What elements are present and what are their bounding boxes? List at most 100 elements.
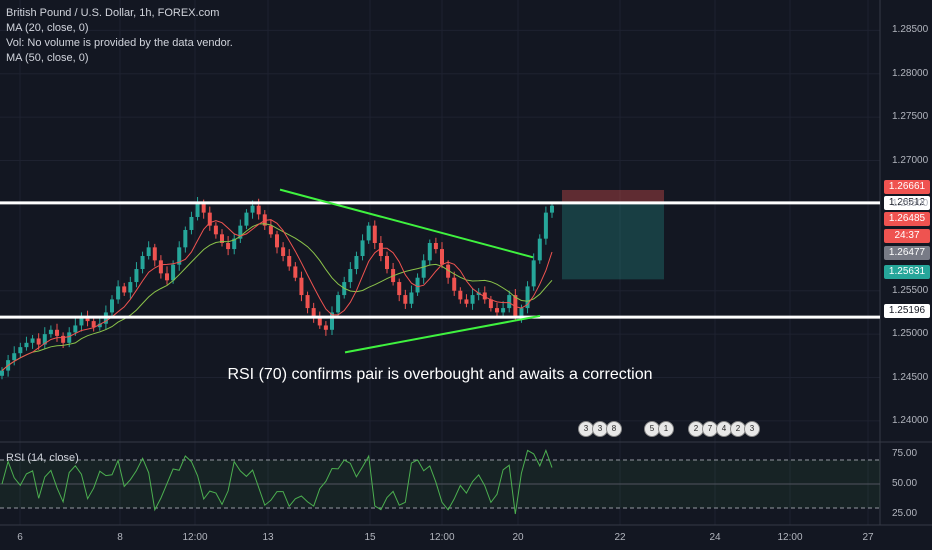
candle-body — [140, 256, 145, 270]
price-tag: 24:37 — [884, 229, 930, 243]
candle-body — [152, 247, 157, 261]
y-axis-tick: 1.27000 — [892, 154, 929, 166]
candle-body — [79, 316, 84, 326]
candle-body — [501, 308, 506, 313]
candle-body — [244, 212, 249, 226]
candle-body — [226, 242, 231, 250]
candle-body — [158, 260, 163, 274]
ma20-line — [1, 219, 553, 371]
candle-body — [433, 242, 438, 250]
candle-body — [48, 329, 53, 335]
y-axis-tick: 1.28000 — [892, 67, 929, 79]
candle-body — [42, 334, 47, 345]
trade-target-zone — [562, 202, 664, 280]
candle-body — [207, 212, 212, 226]
candle-body — [0, 370, 4, 376]
ma50-line — [1, 223, 553, 371]
candle-body — [537, 238, 542, 261]
trade-stop-zone — [562, 189, 664, 203]
candle-body — [366, 225, 371, 241]
candle-body — [409, 292, 414, 304]
rsi-axis-tick: 50.00 — [892, 478, 918, 489]
triangle-lower-trendline — [344, 314, 541, 354]
candle-body — [116, 286, 121, 300]
candle-body — [85, 316, 90, 322]
legend-volume: Vol: No volume is provided by the data v… — [6, 37, 233, 49]
candle-body — [97, 323, 102, 328]
candle-body — [360, 240, 365, 257]
candle-body — [421, 260, 426, 278]
legend-title: British Pound / U.S. Dollar, 1h, FOREX.c… — [6, 7, 220, 19]
x-axis-tick: 12:00 — [777, 532, 803, 543]
candle-body — [220, 234, 224, 243]
y-axis-tick: 1.24000 — [892, 414, 929, 426]
candle-body — [403, 295, 408, 304]
candle-body — [525, 286, 530, 309]
rsi-axis-tick: 75.00 — [892, 448, 918, 459]
triangle-upper-trendline — [279, 188, 534, 259]
rsi-axis-tick: 25.00 — [892, 508, 918, 519]
candle-body — [250, 205, 255, 213]
candle-body — [336, 295, 341, 313]
candle-body — [67, 332, 72, 343]
price-tag: 1.26512 — [884, 196, 930, 210]
x-axis-tick: 6 — [17, 532, 23, 543]
candle-body — [91, 321, 96, 328]
candle-body — [519, 308, 524, 317]
candle-body — [458, 290, 463, 300]
candle-body — [110, 299, 114, 313]
legend-ma20: MA (20, close, 0) — [6, 22, 89, 34]
x-axis-tick: 20 — [512, 532, 524, 543]
candle-body — [531, 260, 536, 287]
candle-body — [354, 256, 359, 270]
candle-body — [256, 205, 261, 215]
x-axis-tick: 8 — [117, 532, 123, 543]
economic-event-icon[interactable]: 3 — [744, 421, 760, 437]
candle-body — [427, 242, 432, 261]
candle-body — [323, 325, 328, 330]
economic-event-icon[interactable]: 8 — [606, 421, 622, 437]
x-axis-tick: 27 — [862, 532, 874, 543]
legend-ma50: MA (50, close, 0) — [6, 52, 89, 64]
candle-body — [311, 308, 316, 319]
candle-body — [24, 342, 29, 348]
candle-body — [122, 286, 127, 293]
candle-body — [232, 238, 237, 250]
price-tag: 1.26485 — [884, 212, 930, 226]
candle-body — [330, 312, 334, 330]
price-tag: 1.25631 — [884, 265, 930, 279]
candle-body — [268, 225, 273, 235]
candle-body — [183, 229, 188, 248]
candle-body — [476, 292, 481, 296]
candle-body — [397, 282, 402, 296]
rsi-legend: RSI (14, close) — [6, 452, 79, 464]
y-axis-tick: 1.24500 — [892, 371, 929, 383]
candle-body — [61, 335, 66, 343]
candle-body — [201, 203, 206, 213]
candle-body — [378, 242, 383, 257]
x-axis-tick: 22 — [614, 532, 626, 543]
candle-body — [317, 318, 322, 326]
economic-event-icon[interactable]: 2 — [688, 421, 704, 437]
candle-body — [488, 299, 493, 309]
candle-body — [146, 247, 151, 257]
candle-body — [440, 249, 444, 265]
x-axis-tick: 12:00 — [429, 532, 455, 543]
y-axis-tick: 1.28500 — [892, 24, 929, 36]
price-tag: 1.26477 — [884, 246, 930, 260]
economic-event-icon[interactable]: 1 — [658, 421, 674, 437]
price-tag: 1.26661 — [884, 180, 930, 194]
candle-body — [195, 203, 200, 217]
candle-body — [18, 347, 23, 354]
candle-body — [372, 225, 377, 243]
candle-body — [275, 234, 279, 248]
x-axis-tick: 13 — [262, 532, 274, 543]
y-axis-tick: 1.27500 — [892, 111, 929, 123]
candle-body — [177, 247, 182, 265]
candle-body — [189, 216, 194, 230]
y-axis-tick: 1.25000 — [892, 328, 929, 340]
candle-body — [482, 292, 487, 300]
economic-event-icon[interactable]: 3 — [592, 421, 608, 437]
candle-body — [36, 338, 41, 345]
